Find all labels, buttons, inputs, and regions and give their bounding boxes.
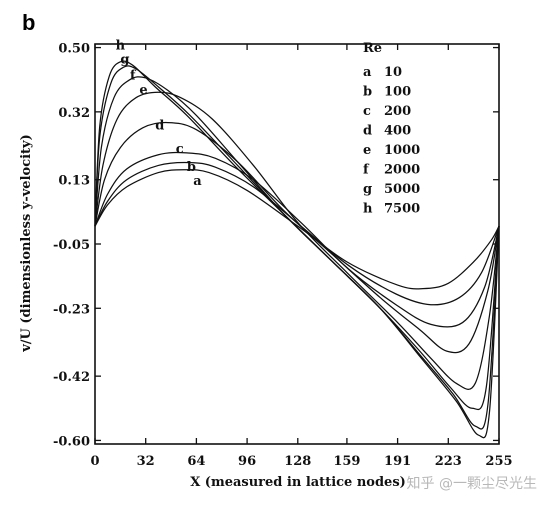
y-tick-label: -0.05 bbox=[53, 238, 90, 253]
y-tick-label: -0.60 bbox=[53, 434, 90, 449]
x-tick-label: 159 bbox=[333, 454, 360, 469]
series-line-d bbox=[94, 121, 500, 354]
curve-label-g: g bbox=[120, 53, 129, 68]
legend-value-e: 1000 bbox=[384, 143, 420, 158]
legend-key-d: d bbox=[363, 124, 372, 139]
legend: Re a 10 b 100 c 200 d 400 e 1000 f 2000 g 5000 h 7500 bbox=[363, 41, 420, 217]
x-tick-label: 223 bbox=[435, 454, 462, 469]
x-tick-label: 96 bbox=[238, 454, 256, 469]
watermark-text: 知乎 @一颗尘尽光生 bbox=[407, 475, 537, 492]
series-line-e bbox=[94, 91, 500, 390]
series-line-c bbox=[94, 151, 500, 328]
series-lines bbox=[94, 60, 500, 439]
curve-label-b: b bbox=[187, 160, 196, 175]
x-tick-label: 255 bbox=[485, 454, 512, 469]
axis-ticks bbox=[94, 44, 500, 444]
legend-value-b: 100 bbox=[384, 85, 411, 100]
legend-value-h: 7500 bbox=[384, 202, 420, 217]
curve-label-c: c bbox=[176, 142, 184, 157]
tick-labels: 0 32 64 96 128 159 191 223 255 0.50 0.32 0.13 -0.05 -… bbox=[53, 42, 513, 469]
legend-key-e: e bbox=[363, 143, 371, 158]
plot-frame bbox=[94, 43, 500, 445]
series-line-h bbox=[94, 60, 500, 439]
x-tick-label: 128 bbox=[284, 454, 311, 469]
y-tick-label: 0.13 bbox=[58, 174, 90, 189]
y-axis-title: v/U (dimensionless y-velocity) bbox=[19, 134, 34, 353]
x-axis-title: X (measured in lattice nodes) bbox=[190, 475, 406, 490]
x-tick-label: 191 bbox=[384, 454, 411, 469]
curve-label-f: f bbox=[130, 69, 137, 84]
legend-value-a: 10 bbox=[384, 65, 402, 80]
series-line-a bbox=[94, 169, 500, 290]
legend-value-d: 400 bbox=[384, 124, 411, 139]
legend-key-c: c bbox=[363, 104, 371, 119]
legend-key-b: b bbox=[363, 85, 372, 100]
x-tick-label: 0 bbox=[90, 454, 99, 469]
legend-title: Re bbox=[363, 41, 382, 56]
curve-label-h: h bbox=[116, 38, 126, 53]
legend-value-g: 5000 bbox=[384, 182, 420, 197]
x-tick-label: 32 bbox=[137, 454, 155, 469]
legend-key-a: a bbox=[363, 65, 372, 80]
curve-label-e: e bbox=[139, 83, 147, 98]
y-tick-label: -0.23 bbox=[53, 302, 90, 317]
panel-label: b bbox=[22, 10, 35, 35]
y-tick-label: 0.32 bbox=[58, 106, 90, 121]
y-tick-label: 0.50 bbox=[58, 42, 90, 57]
legend-value-f: 2000 bbox=[384, 163, 420, 178]
curve-label-d: d bbox=[155, 119, 164, 134]
x-tick-label: 64 bbox=[187, 454, 205, 469]
legend-key-f: f bbox=[363, 163, 370, 178]
legend-key-g: g bbox=[363, 182, 372, 197]
series-line-b bbox=[94, 161, 500, 306]
legend-key-h: h bbox=[363, 202, 373, 217]
curve-label-a: a bbox=[193, 174, 202, 189]
legend-value-c: 200 bbox=[384, 104, 411, 119]
y-tick-label: -0.42 bbox=[53, 370, 90, 385]
